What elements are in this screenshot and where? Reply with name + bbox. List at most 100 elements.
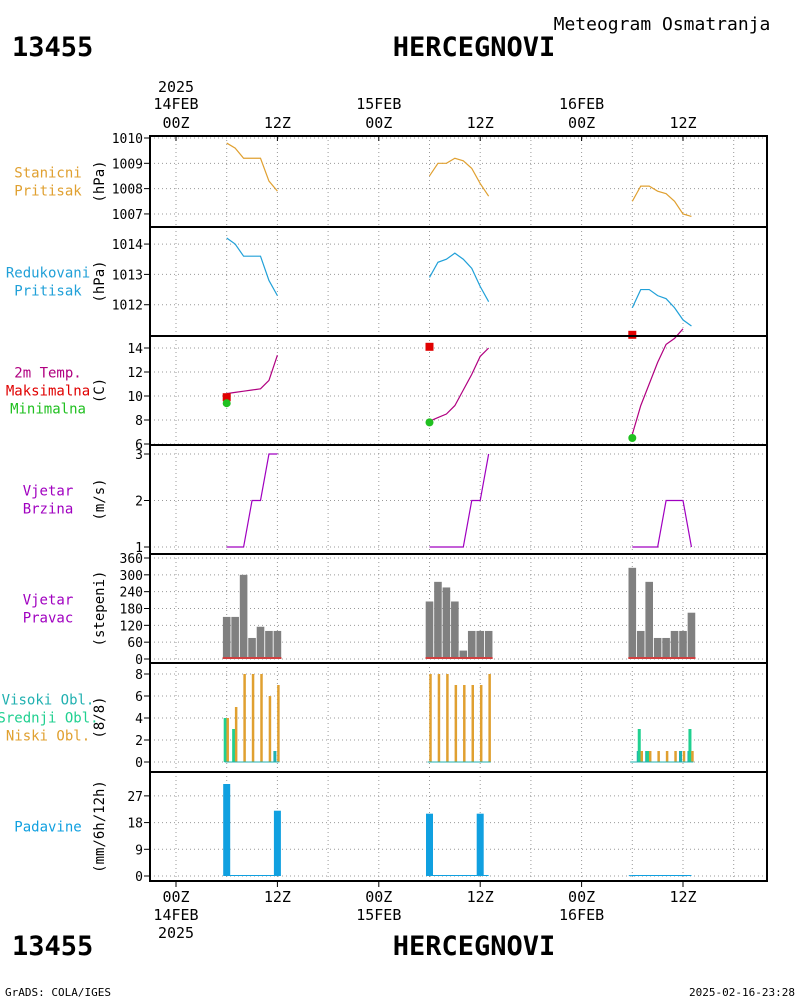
wind-direction-bar [687,612,696,659]
panel-frame [149,444,768,555]
cloud-cover-bar [429,674,432,762]
top-axis-hour: 00Z [365,114,392,132]
y-tick-label: 240 [120,586,143,601]
top-axis-date: 16FEB [559,95,604,113]
station-id-bottom: 13455 [12,931,93,962]
top-axis-year: 2025 [158,78,194,96]
series-line [226,453,278,548]
tmin-point [628,434,637,442]
top-axis-hour: 00Z [162,114,189,132]
series-line [429,347,490,422]
y-axis-label: (m/s) [92,478,108,520]
cloud-cover-bar [646,751,650,762]
series-line [631,328,684,435]
station-name-top: HERCEGNOVI [393,32,556,63]
cloud-cover-bar [674,751,677,762]
y-axis-label: (hPa) [92,260,108,302]
tmax-point [222,393,231,402]
station-id-top: 13455 [12,32,93,63]
y-tick-label: 10 [127,390,143,405]
series-line [429,453,490,548]
panel-label: 2m Temp. [14,366,81,382]
panel-label: Srednji Obl. [0,711,99,727]
wind-direction-bar [231,616,239,659]
cloud-cover-bar [234,707,238,762]
y-tick-label: 6 [135,438,143,453]
cloud-cover-bar [679,751,682,762]
y-tick-label: 2 [135,734,143,749]
panel-label: Redukovani [6,266,90,282]
wind-direction-bar [248,637,256,659]
panel-frame [149,335,768,446]
wind-direction-bar [425,601,434,659]
panel-label: Pritisak [14,284,82,300]
tmax-point [425,342,434,351]
top-axis-hour: 12Z [467,114,494,132]
top-axis-hour: 12Z [264,114,291,132]
panel-label: Vjetar [23,484,74,500]
y-tick-label: 0 [135,870,143,885]
footer-credit: GrADS: COLA/IGES [5,986,111,999]
top-axis-date: 15FEB [356,95,401,113]
cloud-cover-bar [488,674,491,762]
wind-direction-bar [645,581,653,659]
y-tick-label: 1010 [112,132,143,147]
cloud-cover-bar [251,674,255,762]
bottom-axis-hour: 00Z [568,888,595,906]
panel-frame [149,226,768,337]
panel-frame [149,771,768,882]
y-tick-label: 0 [135,756,143,771]
cloud-cover-bar [640,751,643,762]
bottom-axis-hour: 00Z [365,888,392,906]
series-line [429,157,490,197]
cloud-cover-bar [479,685,483,762]
cloud-cover-bar [648,751,652,762]
series-line [428,252,490,302]
wind-direction-bar [653,637,662,659]
y-tick-label: 3 [135,448,143,463]
bottom-axis-hour: 12Z [669,888,696,906]
cloud-cover-bar [446,674,449,762]
top-axis-hour: 00Z [568,114,595,132]
wind-direction-bar [451,601,459,659]
cloud-cover-bar [277,685,280,762]
y-tick-label: 14 [127,342,143,357]
cloud-cover-bar [657,751,660,762]
precipitation-bar [273,810,281,876]
bottom-axis-hour: 00Z [162,888,189,906]
series-line [631,288,692,327]
y-tick-label: 1009 [112,157,143,172]
cloud-cover-bar [260,674,263,762]
series-line [226,355,278,395]
cloud-cover-bar [268,696,272,762]
precipitation-bar [426,813,433,876]
panel-label: Niski Obl. [6,729,90,745]
y-tick-label: 18 [127,817,143,832]
panel-label: Maksimalna [6,384,90,400]
y-tick-label: 12 [127,366,143,381]
cloud-cover-bar [691,751,694,762]
panel-label: Pritisak [14,184,82,200]
bottom-axis-date: 16FEB [559,906,604,924]
cloud-cover-bar [682,751,686,762]
precipitation-bar [476,813,484,876]
bottom-axis-hour: 12Z [467,888,494,906]
wind-direction-bar [484,630,493,659]
wind-direction-bar [476,630,484,659]
y-tick-label: 8 [135,414,143,429]
panel-label: Stanicni [14,166,81,182]
cloud-cover-bar [232,729,236,762]
y-tick-label: 6 [135,690,143,705]
panel-label: Pravac [23,611,74,627]
y-tick-label: 360 [120,552,143,567]
top-axis-date: 14FEB [153,95,198,113]
wind-direction-bar [467,630,476,659]
cloud-cover-bar [243,674,246,762]
cloud-cover-bar [226,718,229,762]
y-tick-label: 300 [120,569,143,584]
y-axis-label: (C) [92,378,108,403]
y-axis-label: (hPa) [92,160,108,202]
cloud-cover-bar [223,718,227,762]
wind-direction-bar [459,650,468,659]
